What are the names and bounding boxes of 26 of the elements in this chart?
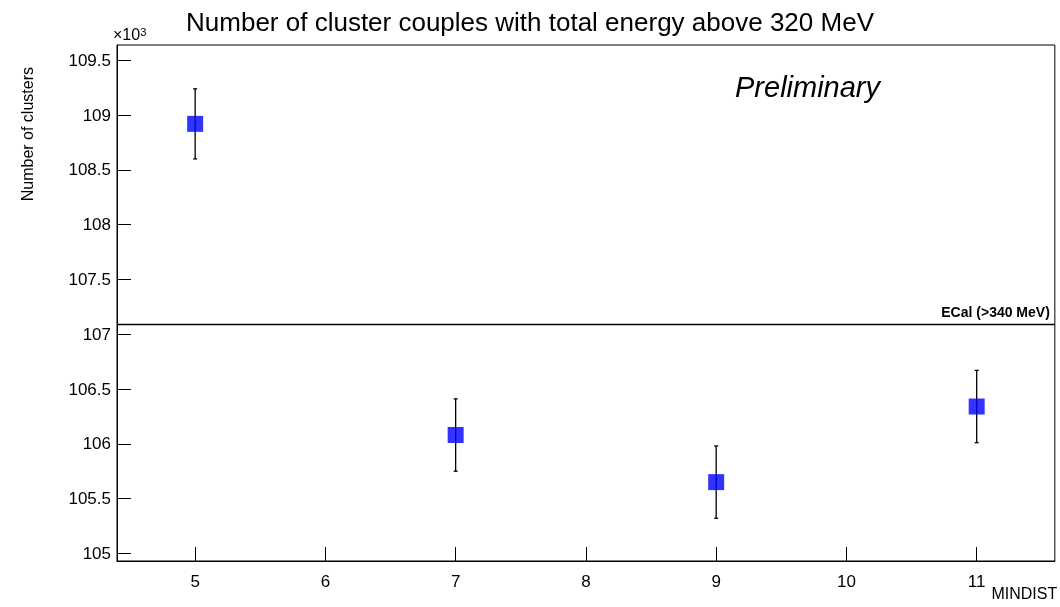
point [968, 398, 985, 415]
x-axis-title: MINDIST [991, 584, 1058, 602]
point [447, 427, 464, 444]
y-tick-label: 105.5 [68, 489, 111, 509]
x-tick-label: 5 [190, 572, 200, 591]
y-tick-label: 106.5 [68, 379, 111, 399]
x-tick-label: 10 [836, 572, 856, 591]
y-tick-label: 109.5 [68, 50, 111, 70]
x-tick-label: 9 [711, 572, 721, 591]
point [187, 115, 204, 132]
chart-title: Number of cluster couples with total energy above 320 MeV [186, 7, 875, 37]
x-tick-label: 11 [967, 572, 986, 591]
x-tick-label: 6 [320, 572, 331, 591]
y-tick-label: 109 [82, 105, 111, 125]
ref-line-label: ECal (>340 MeV) [941, 304, 1050, 321]
y-tick-label: 105 [82, 543, 111, 563]
y-axis-title: Number of clusters [18, 67, 36, 202]
y-tick-label: 108 [82, 215, 111, 235]
y-tick-label: 106 [82, 434, 111, 454]
y-tick-label: 107.5 [68, 269, 111, 289]
y-tick-label: 108.5 [68, 160, 111, 180]
y-tick-label: 107 [82, 324, 111, 344]
x-tick-label: 7 [450, 572, 461, 591]
point [708, 474, 725, 491]
annotation: Preliminary [735, 70, 882, 103]
x-tick-label: 8 [581, 572, 591, 591]
